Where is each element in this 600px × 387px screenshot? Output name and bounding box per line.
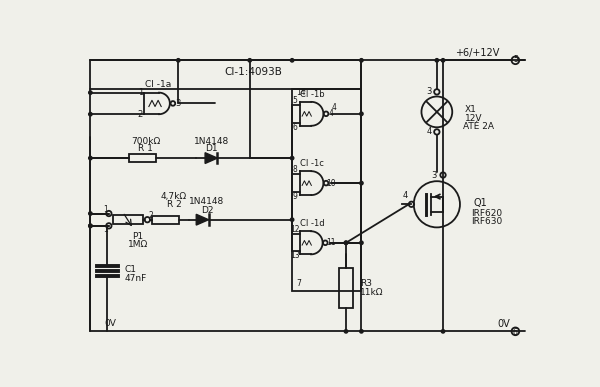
Text: IRF630: IRF630 xyxy=(471,217,502,226)
Text: 10: 10 xyxy=(326,179,336,188)
Circle shape xyxy=(344,330,347,333)
Text: 5: 5 xyxy=(293,96,298,105)
Text: D2: D2 xyxy=(201,206,213,215)
Text: CI -1c: CI -1c xyxy=(300,159,324,168)
Bar xyxy=(292,89,361,291)
Text: 1: 1 xyxy=(103,225,108,234)
Text: 11kΩ: 11kΩ xyxy=(360,288,383,297)
Circle shape xyxy=(435,58,439,62)
Text: 12V: 12V xyxy=(464,113,482,123)
Text: 1N4148: 1N4148 xyxy=(194,137,229,146)
Text: 1MΩ: 1MΩ xyxy=(128,240,148,249)
Text: 700kΩ: 700kΩ xyxy=(131,137,160,146)
Circle shape xyxy=(360,182,363,185)
Text: 8: 8 xyxy=(293,165,298,174)
Text: 11: 11 xyxy=(326,238,335,247)
Text: Q1: Q1 xyxy=(474,198,488,208)
Text: 6: 6 xyxy=(513,328,518,337)
Circle shape xyxy=(290,156,294,160)
Circle shape xyxy=(89,91,92,94)
Text: 0V: 0V xyxy=(104,319,116,328)
Text: P1: P1 xyxy=(133,232,143,241)
Text: 4: 4 xyxy=(331,103,336,112)
Circle shape xyxy=(442,330,445,333)
Circle shape xyxy=(360,241,363,245)
Circle shape xyxy=(360,112,363,115)
Text: IRF620: IRF620 xyxy=(471,209,502,218)
Text: 2: 2 xyxy=(149,211,154,220)
Text: X1: X1 xyxy=(464,105,476,114)
Text: 14: 14 xyxy=(296,88,305,97)
Text: C1: C1 xyxy=(124,265,136,274)
Text: D1: D1 xyxy=(205,144,218,153)
Text: R3: R3 xyxy=(360,279,372,288)
Text: 6: 6 xyxy=(293,123,298,132)
Text: 1N4148: 1N4148 xyxy=(190,197,224,207)
Text: 4: 4 xyxy=(403,190,408,200)
Text: 3: 3 xyxy=(431,171,436,180)
Text: 47nF: 47nF xyxy=(124,274,146,283)
Polygon shape xyxy=(205,153,217,163)
Text: R 2: R 2 xyxy=(167,200,181,209)
Circle shape xyxy=(89,224,92,228)
Text: 3: 3 xyxy=(427,87,432,96)
Bar xyxy=(339,268,353,308)
Text: CI-1:4093B: CI-1:4093B xyxy=(224,67,283,77)
Text: 4: 4 xyxy=(329,109,334,118)
Bar xyxy=(113,215,143,224)
Text: CI -1d: CI -1d xyxy=(300,219,325,228)
Circle shape xyxy=(360,330,363,333)
Text: +6/+12V: +6/+12V xyxy=(455,48,499,58)
Circle shape xyxy=(360,58,363,62)
Text: 9: 9 xyxy=(293,192,298,201)
Circle shape xyxy=(89,156,92,160)
Circle shape xyxy=(89,224,92,228)
Text: 7: 7 xyxy=(296,279,301,288)
Polygon shape xyxy=(196,214,209,225)
Text: 0V: 0V xyxy=(497,319,510,329)
Text: 4,7kΩ: 4,7kΩ xyxy=(161,192,187,201)
Text: 13: 13 xyxy=(290,252,300,260)
Circle shape xyxy=(176,58,180,62)
Bar xyxy=(152,216,179,224)
Text: 1: 1 xyxy=(103,205,108,214)
Text: 12: 12 xyxy=(290,225,300,234)
Circle shape xyxy=(290,218,294,221)
Circle shape xyxy=(344,241,347,245)
Text: 3: 3 xyxy=(176,99,181,108)
Text: 1: 1 xyxy=(138,88,143,97)
Circle shape xyxy=(89,113,92,116)
Text: 5: 5 xyxy=(513,55,518,64)
Bar xyxy=(129,154,156,162)
Text: ATÉ 2A: ATÉ 2A xyxy=(463,122,494,131)
Circle shape xyxy=(344,241,347,245)
Text: R 1: R 1 xyxy=(139,144,153,153)
Text: 2: 2 xyxy=(138,110,143,119)
Text: 4: 4 xyxy=(427,127,432,136)
Circle shape xyxy=(89,212,92,215)
Circle shape xyxy=(290,58,294,62)
Text: CI -1b: CI -1b xyxy=(300,90,325,99)
Circle shape xyxy=(248,58,251,62)
Text: CI -1a: CI -1a xyxy=(145,80,171,89)
Circle shape xyxy=(442,58,445,62)
